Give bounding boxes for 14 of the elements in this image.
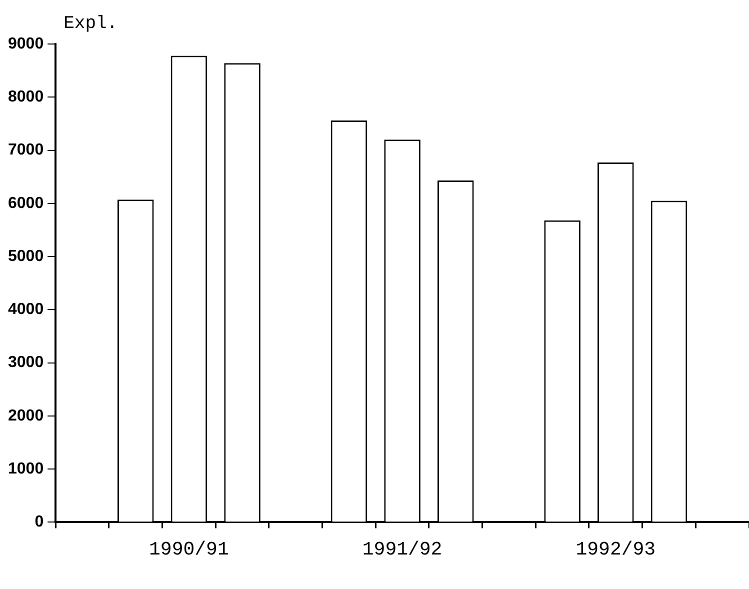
- y-tick-label: 2000: [8, 407, 44, 424]
- x-tick-label: 1990/91: [149, 538, 229, 561]
- y-tick-label: 4000: [8, 301, 44, 318]
- y-tick-label: 0: [34, 514, 44, 531]
- y-tick-label: 8000: [8, 88, 44, 106]
- x-tick-label: 1992/93: [576, 538, 656, 561]
- y-tick-label: 9000: [8, 35, 44, 52]
- y-axis-title: Expl.: [64, 14, 118, 34]
- y-tick-label: 7000: [8, 142, 44, 159]
- y-tick-label: 5000: [8, 248, 44, 265]
- y-tick-label: 3000: [8, 354, 44, 372]
- y-tick-label: 1000: [8, 460, 44, 478]
- y-tick-label: 6000: [8, 194, 44, 212]
- x-tick-label: 1991/92: [362, 538, 442, 561]
